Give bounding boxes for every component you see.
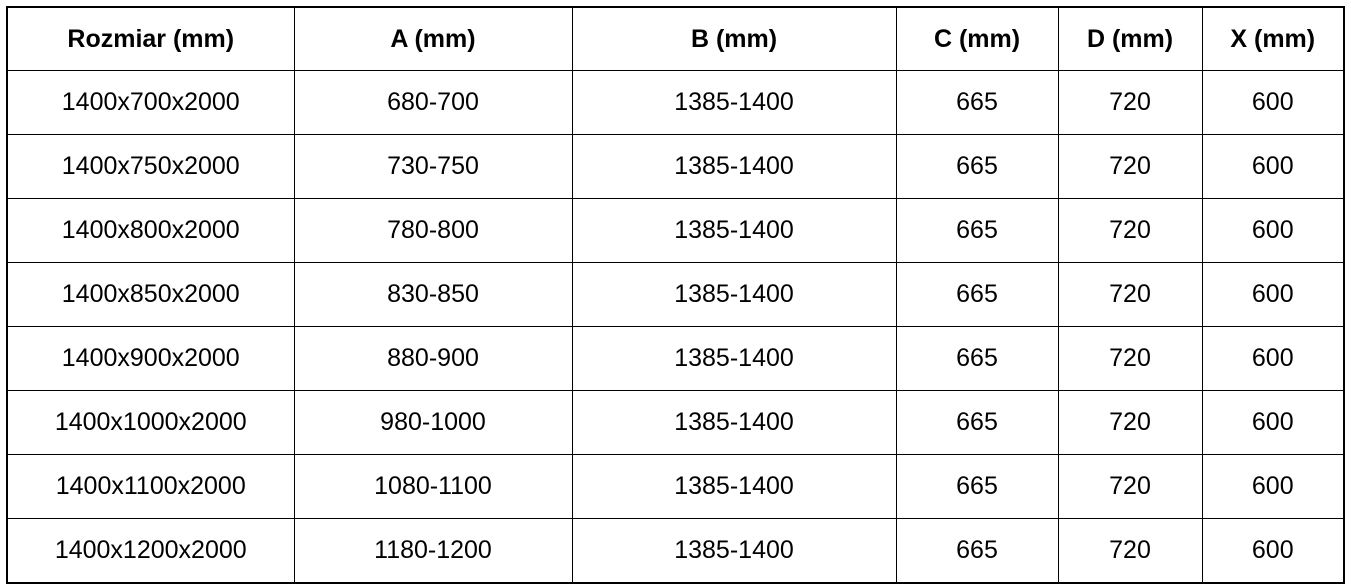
table-row: 1400x800x2000 780-800 1385-1400 665 720 600 [6, 198, 1345, 263]
cell-c: 665 [895, 326, 1059, 391]
cell-c: 665 [895, 262, 1059, 327]
cell-b: 1385-1400 [571, 518, 897, 584]
cell-x: 600 [1201, 134, 1345, 199]
cell-b: 1385-1400 [571, 134, 897, 199]
cell-x: 600 [1201, 198, 1345, 263]
cell-d: 720 [1057, 134, 1203, 199]
cell-size: 1400x1000x2000 [6, 390, 295, 455]
cell-x: 600 [1201, 262, 1345, 327]
cell-x: 600 [1201, 454, 1345, 519]
cell-d: 720 [1057, 390, 1203, 455]
cell-a: 1080-1100 [293, 454, 573, 519]
cell-d: 720 [1057, 262, 1203, 327]
cell-b: 1385-1400 [571, 390, 897, 455]
cell-x: 600 [1201, 70, 1345, 135]
cell-size: 1400x850x2000 [6, 262, 295, 327]
table-row: 1400x750x2000 730-750 1385-1400 665 720 600 [6, 134, 1345, 199]
cell-d: 720 [1057, 70, 1203, 135]
cell-d: 720 [1057, 326, 1203, 391]
cell-size: 1400x800x2000 [6, 198, 295, 263]
cell-c: 665 [895, 70, 1059, 135]
cell-b: 1385-1400 [571, 70, 897, 135]
column-header-c: C (mm) [895, 6, 1059, 71]
cell-c: 665 [895, 198, 1059, 263]
cell-c: 665 [895, 134, 1059, 199]
column-header-d: D (mm) [1057, 6, 1203, 71]
table-row: 1400x900x2000 880-900 1385-1400 665 720 600 [6, 326, 1345, 391]
cell-a: 980-1000 [293, 390, 573, 455]
cell-size: 1400x1100x2000 [6, 454, 295, 519]
cell-a: 880-900 [293, 326, 573, 391]
cell-x: 600 [1201, 518, 1345, 584]
cell-d: 720 [1057, 518, 1203, 584]
cell-a: 680-700 [293, 70, 573, 135]
cell-b: 1385-1400 [571, 198, 897, 263]
cell-c: 665 [895, 454, 1059, 519]
cell-b: 1385-1400 [571, 326, 897, 391]
cell-size: 1400x750x2000 [6, 134, 295, 199]
cell-b: 1385-1400 [571, 262, 897, 327]
cell-size: 1400x700x2000 [6, 70, 295, 135]
table-row: 1400x1000x2000 980-1000 1385-1400 665 720 600 [6, 390, 1345, 455]
cell-d: 720 [1057, 198, 1203, 263]
dimensions-table: Rozmiar (mm) A (mm) B (mm) C (mm) D (mm) X (m… [6, 6, 1345, 584]
table-row: 1400x700x2000 680-700 1385-1400 665 720 600 [6, 70, 1345, 135]
table-row: 1400x1200x2000 1180-1200 1385-1400 665 720 60… [6, 518, 1345, 584]
cell-a: 830-850 [293, 262, 573, 327]
cell-size: 1400x900x2000 [6, 326, 295, 391]
column-header-x: X (mm) [1201, 6, 1345, 71]
column-header-b: B (mm) [571, 6, 897, 71]
cell-a: 1180-1200 [293, 518, 573, 584]
cell-a: 780-800 [293, 198, 573, 263]
cell-b: 1385-1400 [571, 454, 897, 519]
cell-c: 665 [895, 390, 1059, 455]
cell-c: 665 [895, 518, 1059, 584]
table-row: 1400x1100x2000 1080-1100 1385-1400 665 720 60… [6, 454, 1345, 519]
cell-d: 720 [1057, 454, 1203, 519]
column-header-size: Rozmiar (mm) [6, 6, 295, 71]
cell-a: 730-750 [293, 134, 573, 199]
column-header-a: A (mm) [293, 6, 573, 71]
cell-x: 600 [1201, 326, 1345, 391]
table-row: 1400x850x2000 830-850 1385-1400 665 720 600 [6, 262, 1345, 327]
cell-x: 600 [1201, 390, 1345, 455]
cell-size: 1400x1200x2000 [6, 518, 295, 584]
header-row: Rozmiar (mm) A (mm) B (mm) C (mm) D (mm) X (m… [6, 6, 1345, 71]
